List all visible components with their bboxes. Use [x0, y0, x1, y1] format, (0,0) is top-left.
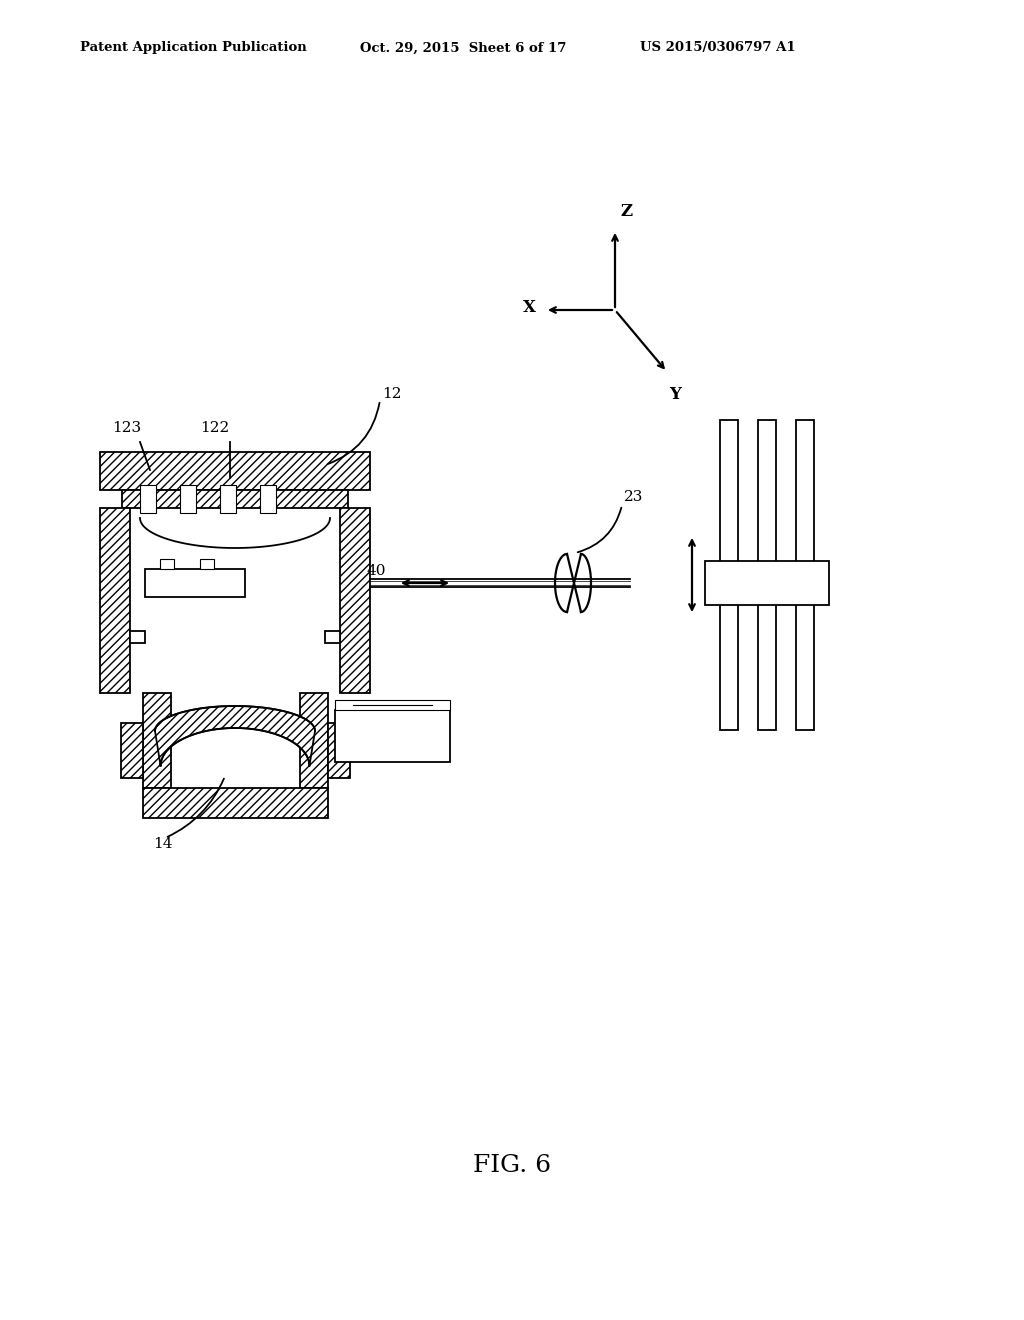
Text: 123: 123: [112, 421, 141, 436]
Bar: [180, 484, 196, 513]
Polygon shape: [155, 706, 315, 766]
Bar: [122, 490, 348, 508]
Bar: [143, 788, 328, 818]
Bar: [335, 700, 450, 710]
Text: X: X: [523, 300, 536, 317]
Bar: [758, 420, 776, 730]
Bar: [220, 484, 236, 513]
Text: 23: 23: [624, 490, 643, 504]
Text: Z: Z: [620, 203, 632, 220]
Text: Patent Application Publication: Patent Application Publication: [80, 41, 307, 54]
Bar: [796, 420, 814, 730]
Text: Oct. 29, 2015  Sheet 6 of 17: Oct. 29, 2015 Sheet 6 of 17: [360, 41, 566, 54]
Text: FIG. 6: FIG. 6: [473, 1154, 551, 1176]
Text: US 2015/0306797 A1: US 2015/0306797 A1: [640, 41, 796, 54]
Bar: [335, 710, 450, 762]
Bar: [720, 420, 738, 730]
Bar: [328, 723, 350, 777]
Text: 12: 12: [382, 387, 401, 401]
Bar: [130, 631, 145, 643]
Bar: [340, 508, 370, 693]
Text: Y: Y: [669, 385, 681, 403]
Bar: [140, 484, 156, 513]
Bar: [300, 693, 328, 788]
Bar: [160, 558, 174, 569]
Bar: [260, 484, 276, 513]
Text: 14: 14: [154, 837, 173, 851]
Bar: [705, 561, 829, 605]
Bar: [200, 558, 214, 569]
Text: 122: 122: [200, 421, 229, 436]
Bar: [145, 569, 245, 597]
Bar: [100, 508, 130, 693]
Bar: [100, 451, 370, 490]
Text: 40: 40: [367, 564, 386, 578]
Bar: [143, 693, 171, 788]
Bar: [121, 723, 143, 777]
Bar: [325, 631, 340, 643]
